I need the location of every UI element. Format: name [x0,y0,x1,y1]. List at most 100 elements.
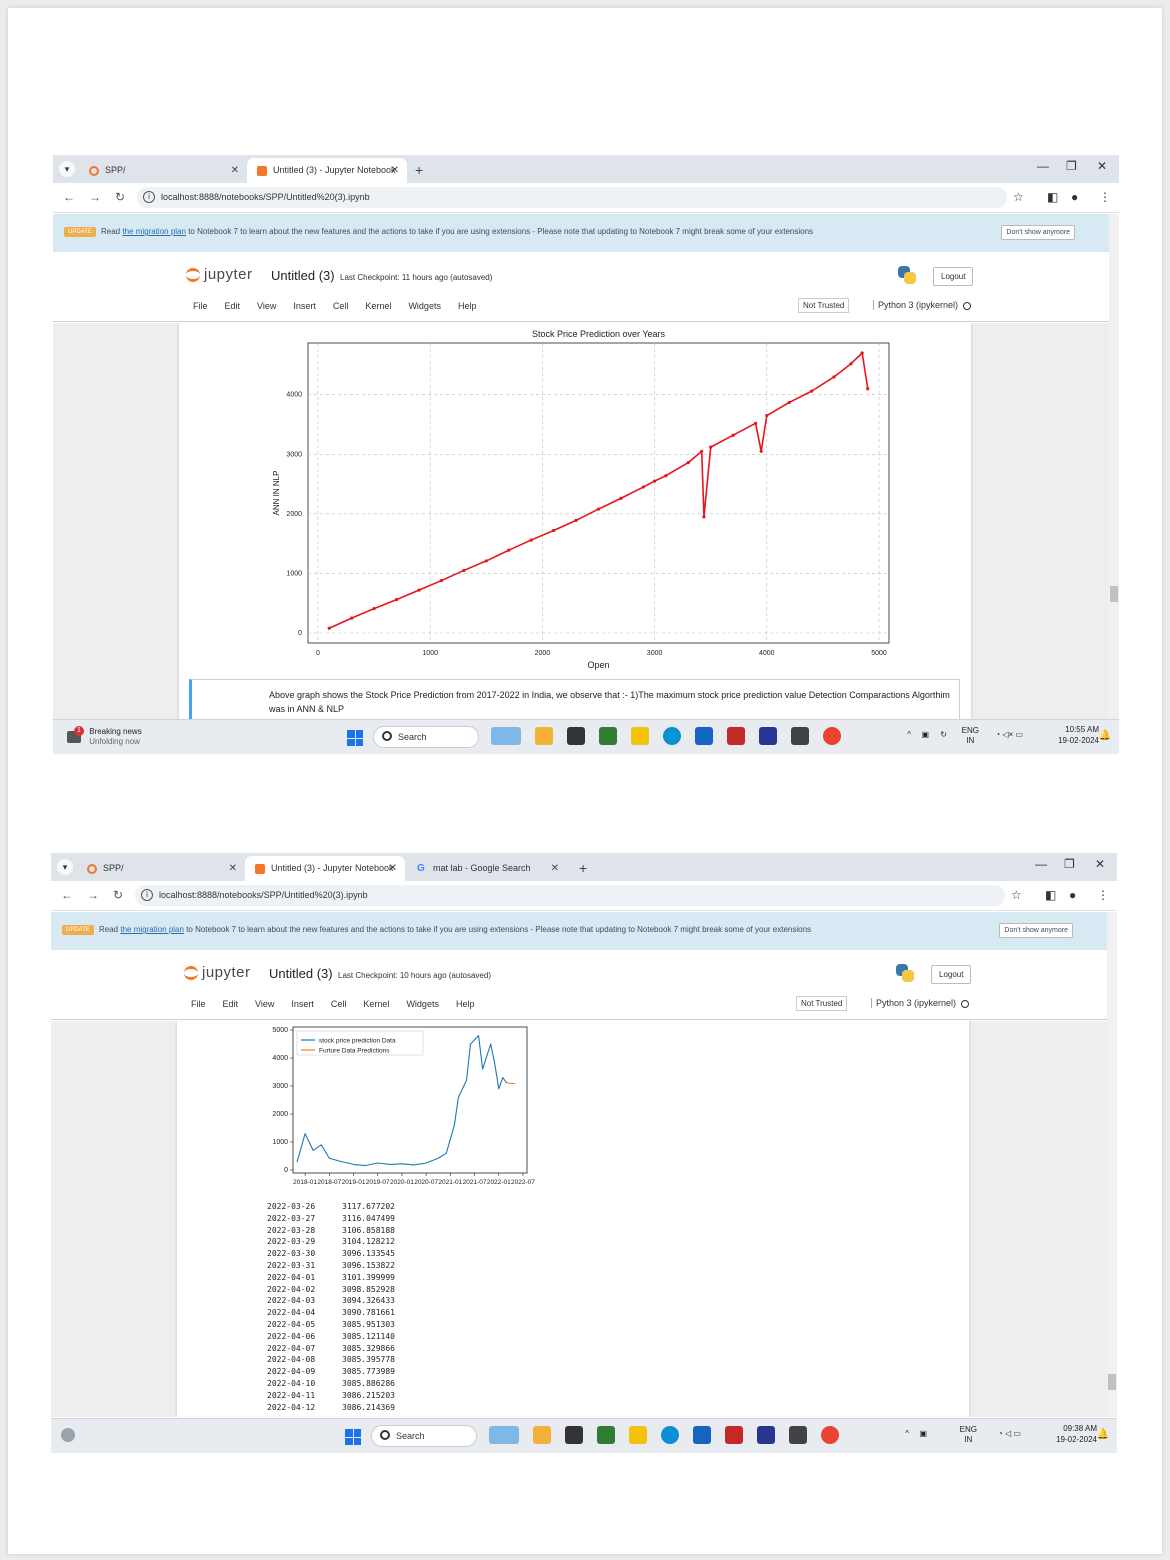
reload-icon[interactable]: ↻ [115,190,126,204]
menu-edit[interactable]: Edit [222,999,239,1009]
terminal-icon[interactable] [791,727,809,745]
forward-icon[interactable]: → [87,888,99,902]
logout-button[interactable]: Logout [931,965,972,984]
back-icon[interactable]: ← [61,888,73,902]
chrome-icon[interactable] [821,1426,839,1444]
menu-view[interactable]: View [257,301,277,311]
news-widget[interactable]: 1 Breaking news Unfolding now [67,726,142,747]
profile-avatar-icon[interactable]: ● [1069,888,1077,902]
site-info-icon[interactable]: i [143,191,155,203]
side-panel-icon[interactable]: ◧ [1045,888,1057,902]
markdown-cell[interactable]: Above graph shows the Stock Price Predic… [189,679,960,719]
tab-untitled[interactable]: Untitled (3) - Jupyter Notebook ✕ [245,856,405,881]
wifi-volume-battery-icon[interactable]: ◔ ◁ ▭ [998,1429,1021,1438]
menu-file[interactable]: File [193,301,208,311]
clock[interactable]: 10:55 AM 19-02-2024 [1058,725,1099,745]
side-panel-icon[interactable]: ◧ [1047,190,1059,204]
edge-icon[interactable] [661,1426,679,1444]
terminal-icon[interactable] [789,1426,807,1444]
app-icon[interactable] [759,727,777,745]
tray-app-icon[interactable]: ▣ [921,730,929,739]
scrollbar-thumb[interactable] [1110,586,1118,602]
url-input[interactable]: i localhost:8888/notebooks/SPP/Untitled%… [137,187,1007,208]
reload-icon[interactable]: ↻ [113,888,124,902]
menu-edit[interactable]: Edit [224,301,241,311]
forward-icon[interactable]: → [89,190,101,204]
close-tab-icon[interactable]: ✕ [230,165,239,176]
start-button-icon[interactable] [345,1429,361,1445]
tab-spp[interactable]: SPP/ ✕ [79,158,247,183]
back-icon[interactable]: ← [63,190,75,204]
mcafee-icon[interactable] [727,727,745,745]
notebook-title[interactable]: Untitled (3) [269,966,333,981]
language-indicator[interactable]: ENG IN [961,726,979,745]
restore-icon[interactable]: ❐ [1066,159,1077,173]
migration-plan-link[interactable]: the migration plan [122,227,186,236]
taskbar-search[interactable]: Search [371,1425,477,1447]
restore-icon[interactable]: ❐ [1064,857,1075,871]
logout-button[interactable]: Logout [933,267,974,286]
menu-insert[interactable]: Insert [291,999,314,1009]
copilot-icon[interactable] [533,1426,551,1444]
language-indicator[interactable]: ENG IN [959,1425,977,1444]
jupyter-logo[interactable]: jupyter [186,266,253,283]
close-tab-icon[interactable]: ✕ [550,863,559,874]
menu-widgets[interactable]: Widgets [408,301,441,311]
scrollbar-thumb[interactable] [1108,1374,1116,1390]
sync-icon[interactable]: ↻ [940,730,947,739]
tray-app-icon[interactable]: ▣ [919,1429,927,1438]
app-icon[interactable] [757,1426,775,1444]
notebook-title[interactable]: Untitled (3) [271,268,335,283]
chevron-up-icon[interactable]: ^ [905,1429,909,1438]
file-explorer-icon[interactable] [631,727,649,745]
pycharm-icon[interactable] [599,727,617,745]
tab-search-button[interactable]: ▾ [57,859,73,875]
store-icon[interactable] [695,727,713,745]
menu-file[interactable]: File [191,999,206,1009]
tab-untitled[interactable]: Untitled (3) - Jupyter Notebook ✕ [247,158,407,183]
minimize-icon[interactable]: — [1035,857,1047,871]
edge-icon[interactable] [663,727,681,745]
close-tab-icon[interactable]: ✕ [390,165,399,176]
task-view-icon[interactable] [565,1426,583,1444]
page-scrollbar[interactable] [1107,912,1117,1417]
menu-kernel[interactable]: Kernel [365,301,392,311]
task-view-icon[interactable] [567,727,585,745]
menu-insert[interactable]: Insert [293,301,316,311]
store-icon[interactable] [693,1426,711,1444]
jupyter-logo[interactable]: jupyter [184,964,251,981]
new-tab-button[interactable]: + [579,860,588,876]
url-input[interactable]: i localhost:8888/notebooks/SPP/Untitled%… [135,885,1005,906]
tab-search-button[interactable]: ▾ [59,161,75,177]
wifi-volume-battery-icon[interactable]: ◔ ◁× ▭ [995,730,1023,739]
chrome-icon[interactable] [823,727,841,745]
migration-plan-link[interactable]: the migration plan [120,925,184,934]
bookmark-star-icon[interactable]: ☆ [1013,190,1024,204]
trust-button[interactable]: Not Trusted [796,996,848,1011]
mcafee-icon[interactable] [725,1426,743,1444]
menu-help[interactable]: Help [455,999,475,1009]
taskbar-search[interactable]: Search [373,726,479,748]
menu-cell[interactable]: Cell [330,999,347,1009]
page-scrollbar[interactable] [1109,214,1119,719]
new-tab-button[interactable]: + [415,162,424,178]
menu-cell[interactable]: Cell [332,301,349,311]
clock[interactable]: 09:38 AM 19-02-2024 [1056,1424,1097,1444]
chevron-up-icon[interactable]: ^ [907,730,911,739]
menu-widgets[interactable]: Widgets [406,999,439,1009]
notification-bell-icon[interactable]: 🔔 [1098,730,1111,741]
tab-spp[interactable]: SPP/ ✕ [77,856,245,881]
close-tab-icon[interactable]: ✕ [388,863,397,874]
profile-avatar-icon[interactable]: ● [1071,190,1079,204]
widgets-icon[interactable] [489,1426,519,1444]
start-button-icon[interactable] [347,730,363,746]
file-explorer-icon[interactable] [629,1426,647,1444]
close-window-icon[interactable]: ✕ [1097,159,1108,173]
close-tab-icon[interactable]: ✕ [228,863,237,874]
widgets-icon[interactable] [491,727,521,745]
bookmark-star-icon[interactable]: ☆ [1011,888,1022,902]
weather-icon[interactable] [61,1428,75,1442]
copilot-icon[interactable] [535,727,553,745]
menu-view[interactable]: View [255,999,275,1009]
